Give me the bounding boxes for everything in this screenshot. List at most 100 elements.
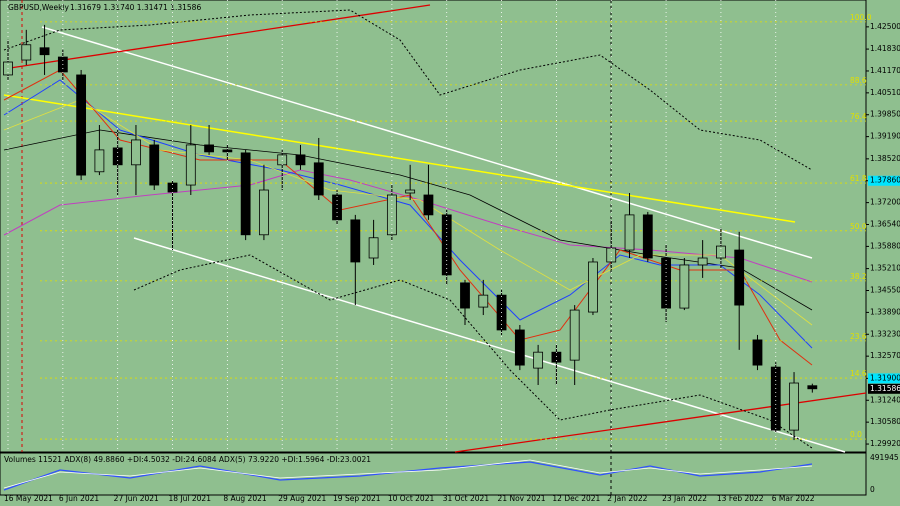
x-tick-label: 2 Jan 2022 — [607, 494, 647, 503]
candle-body — [76, 74, 87, 176]
candle-body — [240, 152, 251, 236]
candle-body — [21, 44, 32, 61]
x-tick-label: 10 Oct 2021 — [388, 494, 435, 503]
price-label-bg — [868, 383, 900, 394]
y-tick-label: 1.41830 — [870, 44, 900, 53]
candle-body — [39, 47, 50, 56]
candle-body — [734, 249, 745, 306]
fib-label: 100.0 — [850, 13, 872, 22]
tick-highlight — [868, 373, 900, 384]
candle-body — [131, 139, 141, 166]
candle-body — [185, 144, 196, 186]
x-tick-label: 23 Jan 2022 — [662, 494, 707, 503]
y-tick-label: 1.29920 — [870, 439, 900, 448]
candle-body — [514, 329, 525, 366]
candle-body — [423, 194, 434, 216]
band-line — [3, 9, 813, 171]
fib-label: 88.6 — [850, 76, 867, 85]
adx-line — [3, 459, 813, 489]
candle-body — [332, 194, 342, 221]
candle-body — [405, 189, 416, 194]
candle-body — [94, 149, 105, 173]
fib-label: 76.4 — [850, 112, 867, 121]
x-tick-label: 8 Aug 2021 — [223, 494, 266, 503]
y-tick-label: 1.40510 — [870, 88, 900, 97]
candle-body — [259, 189, 269, 236]
x-tick-label: 6 Mar 2022 — [772, 494, 815, 503]
x-tick-label: 31 Oct 2021 — [443, 494, 490, 503]
candle-body — [807, 385, 818, 390]
y-tick-label: 1.33890 — [870, 307, 900, 316]
y-tick-label: 1.42500 — [870, 22, 900, 31]
fib-label: 50.0 — [850, 222, 867, 231]
y-tick-label: 1.32570 — [870, 351, 900, 360]
y-tick-label: 1.35880 — [870, 241, 900, 250]
moving-average — [3, 169, 813, 283]
candle-body — [606, 247, 617, 263]
y-tick-label: 1.31240 — [870, 395, 900, 404]
fib-label: 38.2 — [850, 272, 867, 281]
candle-body — [350, 219, 361, 263]
fib-label: 23.6 — [850, 332, 867, 341]
channel-line — [133, 237, 846, 453]
indicator-scale: 491945 — [870, 453, 899, 462]
candle-body — [789, 382, 799, 431]
fib-label: 0.0 — [850, 430, 862, 439]
current-price: 1.31586 — [870, 384, 900, 393]
x-tick-label: 6 Jun 2021 — [59, 494, 100, 503]
candle-body — [368, 237, 379, 259]
adx-line — [3, 461, 813, 491]
candle-body — [204, 144, 214, 153]
candle-body — [679, 264, 690, 309]
moving-average — [3, 129, 813, 311]
channel-line — [41, 26, 813, 259]
candle-body — [386, 194, 397, 236]
band-line — [133, 254, 813, 449]
x-tick-label: 12 Dec 2021 — [552, 494, 600, 503]
candle-body — [295, 154, 306, 166]
candle-body — [588, 261, 598, 313]
y-tick-label: 1.31900 — [870, 373, 900, 382]
candle-body — [222, 149, 233, 153]
candle-body — [149, 144, 160, 186]
header-values: 1.31679 1.31740 1.31471 1.31586 — [70, 3, 201, 12]
trend-line — [3, 94, 796, 223]
indicator-scale: 0 — [870, 485, 875, 494]
chart-title: GBPUSD,Weekly — [8, 3, 70, 12]
x-tick-label: 21 Nov 2021 — [498, 494, 546, 503]
x-tick-label: 16 May 2021 — [4, 494, 53, 503]
candle-body — [752, 339, 763, 366]
candle-body — [313, 162, 324, 196]
y-tick-label: 1.37200 — [870, 198, 900, 207]
x-tick-label: 19 Sep 2021 — [333, 494, 381, 503]
candle-body — [569, 309, 580, 361]
y-tick-label: 1.30580 — [870, 417, 900, 426]
candle-body — [533, 351, 544, 369]
fib-label: 14.6 — [850, 369, 867, 378]
x-tick-label: 13 Feb 2022 — [717, 494, 764, 503]
y-tick-label: 1.35210 — [870, 264, 900, 273]
candle-body — [770, 366, 781, 431]
y-tick-label: 1.37860 — [870, 176, 900, 185]
y-tick-label: 1.39850 — [870, 110, 900, 119]
y-tick-label: 1.33230 — [870, 329, 900, 338]
plot-area — [0, 0, 867, 453]
y-tick-label: 1.34550 — [870, 286, 900, 295]
y-tick-label: 1.38520 — [870, 154, 900, 163]
moving-average — [3, 99, 813, 326]
y-tick-label: 1.39190 — [870, 132, 900, 141]
fib-label: 61.8 — [850, 174, 867, 183]
candle-body — [460, 282, 470, 309]
y-tick-label: 1.41170 — [870, 66, 900, 75]
x-tick-label: 27 Jun 2021 — [114, 494, 159, 503]
tick-highlight — [868, 175, 900, 186]
moving-average — [3, 69, 813, 366]
candle-body — [478, 294, 489, 308]
candle-body — [697, 257, 708, 266]
x-tick-label: 29 Aug 2021 — [278, 494, 326, 503]
x-tick-label: 18 Jul 2021 — [169, 494, 212, 503]
candle-body — [642, 214, 653, 259]
candle-body — [624, 214, 635, 251]
y-tick-label: 1.36540 — [870, 220, 900, 229]
